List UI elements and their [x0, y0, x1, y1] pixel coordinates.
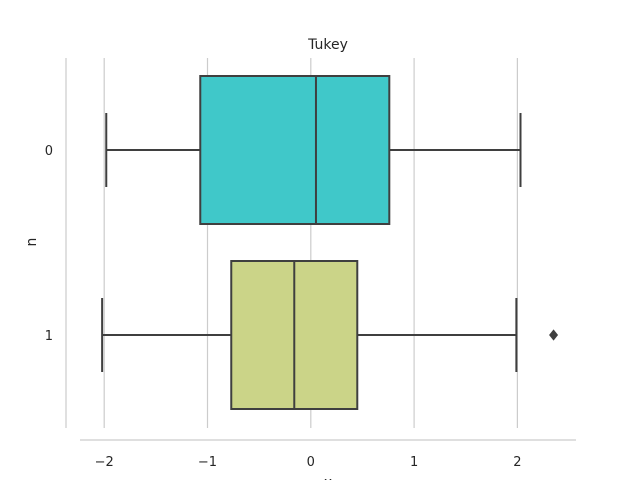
x-tick-label: 0 [307, 455, 315, 470]
x-tick-label: 1 [410, 455, 418, 470]
tick-labels: −2 −1 0 1 2 0 1 [45, 144, 522, 470]
chart-title: Tukey [307, 37, 348, 53]
box-group-0 [105, 75, 522, 225]
box-group-1 [101, 260, 559, 410]
x-tick-label: 2 [513, 455, 521, 470]
x-tick-label: −2 [95, 455, 114, 470]
y-tick-label: 0 [45, 144, 53, 159]
outlier-point [549, 329, 559, 341]
boxes [101, 75, 559, 410]
x-tick-label: −1 [198, 455, 217, 470]
y-tick-label: 1 [45, 329, 53, 344]
y-axis-label: n [24, 238, 40, 247]
axes [65, 58, 576, 441]
x-axis-label: x [324, 475, 332, 480]
iqr-box [199, 75, 391, 225]
